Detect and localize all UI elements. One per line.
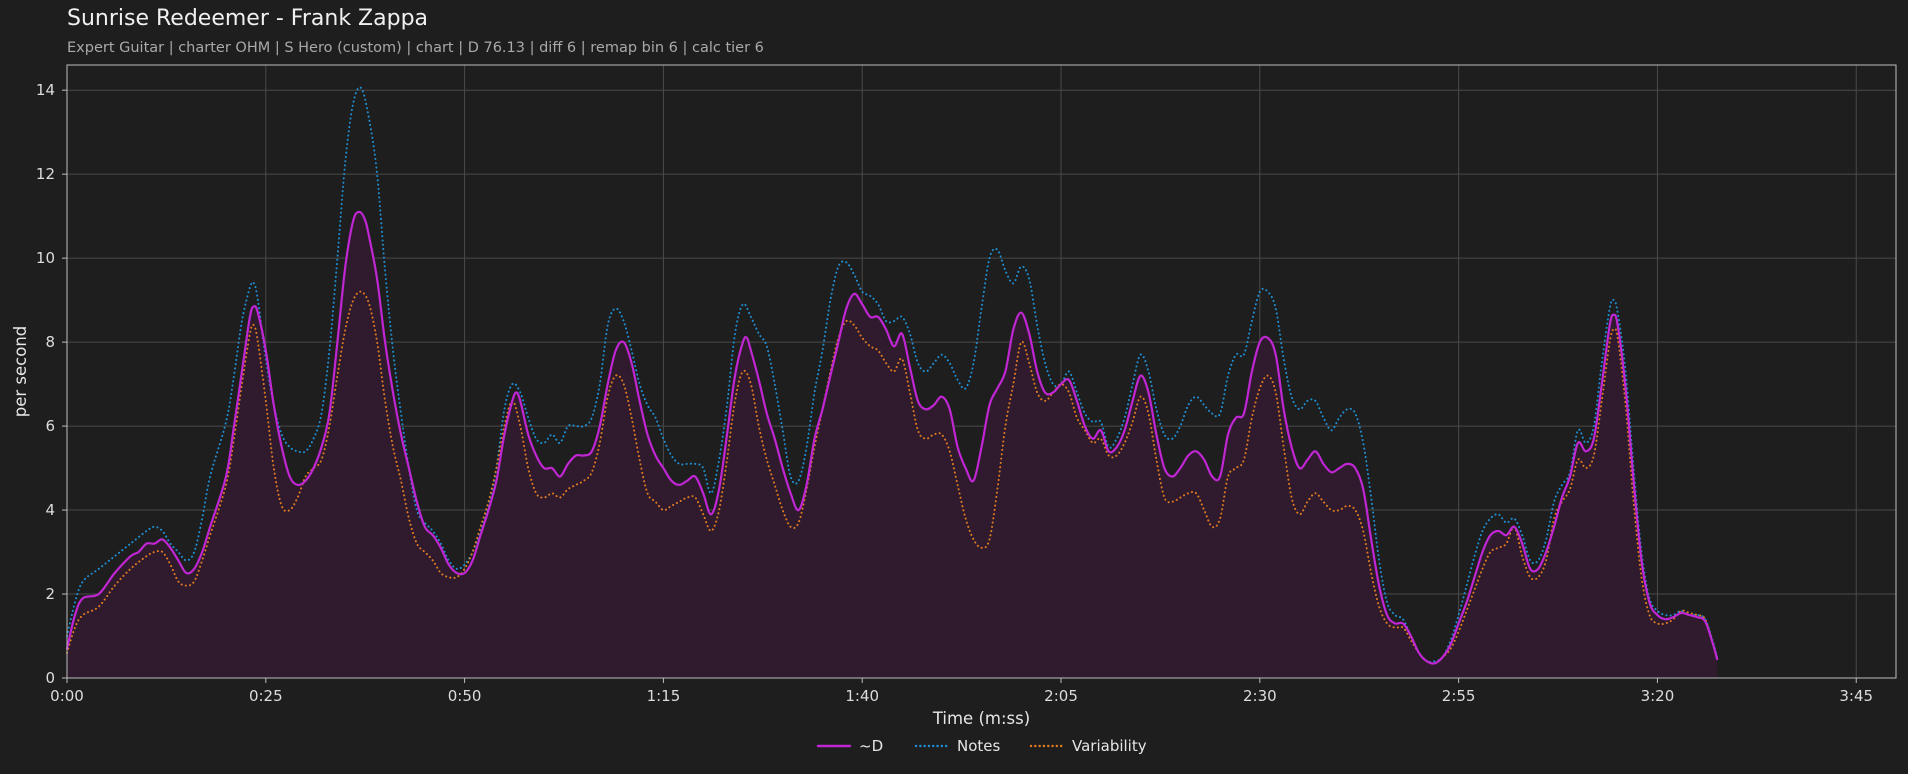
x-tick-label: 2:30 [1243, 687, 1277, 705]
x-tick-label: 1:15 [647, 687, 681, 705]
y-tick-label: 0 [45, 669, 55, 687]
series-line-variability [66, 290, 1719, 665]
y-tick-label: 14 [36, 81, 55, 99]
x-tick-label: 0:25 [249, 687, 283, 705]
chart-title: Sunrise Redeemer - Frank Zappa [67, 6, 429, 31]
y-tick-label: 6 [45, 417, 55, 435]
series-line-d [65, 210, 1719, 665]
legend: ~D Notes Variability [816, 737, 1147, 755]
y-tick-label: 10 [36, 249, 55, 267]
legend-label: Notes [957, 737, 1001, 755]
y-tick-label: 2 [45, 585, 55, 603]
y-axis-label: per second [11, 326, 30, 418]
x-tick-label: 1:40 [845, 687, 879, 705]
axis-ticks: 0:00 0:25 0:50 1:15 1:40 2:05 2:30 2:55 3:20 3:45… [36, 81, 1873, 705]
series-area-d [67, 211, 1718, 679]
y-tick-label: 8 [45, 333, 55, 351]
x-tick-label: 3:20 [1641, 687, 1675, 705]
plot-frame [66, 64, 1897, 679]
y-tick-label: 4 [45, 501, 55, 519]
x-tick-label: 3:45 [1839, 687, 1873, 705]
x-tick-label: 0:00 [50, 687, 84, 705]
x-tick-label: 2:05 [1044, 687, 1078, 705]
x-tick-label: 0:50 [448, 687, 482, 705]
series-line-notes [66, 86, 1719, 663]
series-line-layer [65, 86, 1719, 665]
y-tick-label: 12 [36, 165, 55, 183]
x-tick-label: 2:55 [1442, 687, 1476, 705]
series-fill-layer [67, 211, 1718, 679]
legend-label: ~D [859, 737, 883, 755]
legend-label: Variability [1072, 737, 1147, 755]
chart-subtitle: Expert Guitar | charter OHM | S Hero (cu… [67, 40, 764, 56]
x-axis-label: Time (m:ss) [932, 709, 1030, 728]
